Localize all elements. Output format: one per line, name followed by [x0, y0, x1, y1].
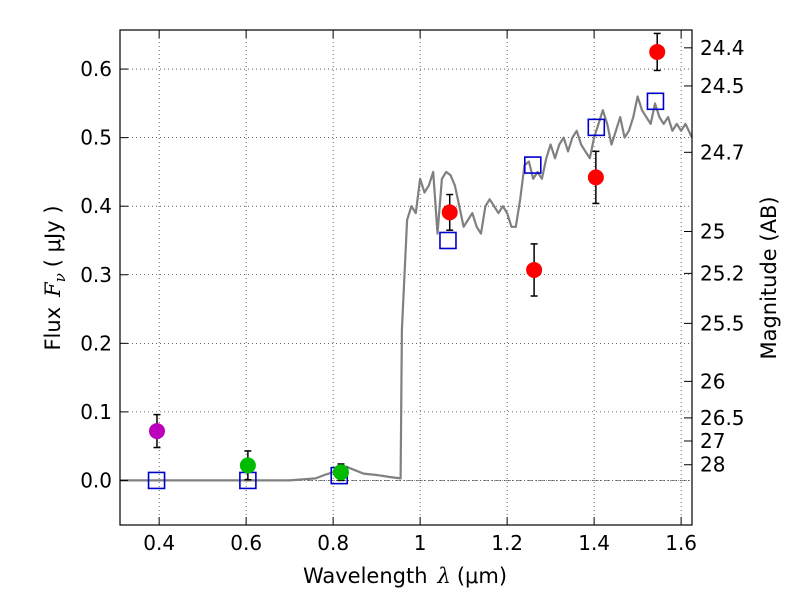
mag-tick-label: 24.7	[700, 140, 745, 164]
x-tick-label: 1	[414, 531, 427, 555]
x-tick-label: 1.6	[665, 531, 697, 555]
mag-tick-label: 27	[700, 429, 725, 453]
model-point-square	[646, 92, 665, 111]
plot-frame	[119, 29, 693, 526]
model-point-square	[439, 231, 457, 250]
mag-tick-label: 25.5	[700, 311, 745, 335]
mag-tick-label: 24.5	[700, 74, 745, 98]
x-tick-label: 1.4	[578, 531, 610, 555]
y-tick-label: 0.4	[80, 194, 112, 218]
model-point-square	[587, 118, 606, 137]
observed-ir-point	[649, 43, 666, 60]
grid	[120, 30, 692, 525]
mag-tick-label: 28	[700, 453, 725, 477]
mag-tick-label: 24.4	[700, 36, 745, 60]
observed-optical-magenta-point	[148, 423, 165, 440]
mag-tick-label: 26.5	[700, 406, 745, 430]
observed-ir-point	[441, 204, 458, 221]
plot-area	[120, 32, 693, 490]
y-tick-label: 0.6	[80, 57, 112, 81]
mag-tick-label: 25	[700, 219, 725, 243]
y-tick-label: 0.5	[80, 126, 112, 150]
model-point-square	[147, 471, 166, 490]
model-sed-line	[120, 95, 693, 482]
x-tick-label: 1.2	[491, 531, 523, 555]
observed-ir-point	[587, 169, 604, 186]
model-point-square	[523, 156, 542, 174]
x-tick-label: 0.6	[230, 531, 262, 555]
x-axis-label: Wavelength λ (μm)	[303, 564, 507, 588]
x-tick-label: 0.4	[143, 531, 175, 555]
x-tick-label: 0.8	[317, 531, 349, 555]
observed-optical-green-point	[332, 464, 349, 481]
mag-tick-label: 25.2	[700, 261, 745, 285]
y-axis-label: FluxFν( μJy )	[41, 205, 69, 350]
axes: 0.4 0.6 0.8 1 1.2 1.4 1.6 0.0 0.1 0.2 0.3 0.4 0.5 0.6…	[80, 30, 745, 555]
observed-optical-green-point	[239, 457, 256, 474]
y-tick-label: 0.2	[80, 331, 112, 355]
y-tick-label: 0.0	[80, 468, 112, 492]
y-tick-label: 0.1	[80, 400, 112, 424]
mag-tick-label: 26	[700, 369, 725, 393]
y-tick-label: 0.3	[80, 263, 112, 287]
observed-ir-point	[526, 261, 543, 278]
y2-axis-label: Magnitude (AB)	[757, 196, 781, 359]
